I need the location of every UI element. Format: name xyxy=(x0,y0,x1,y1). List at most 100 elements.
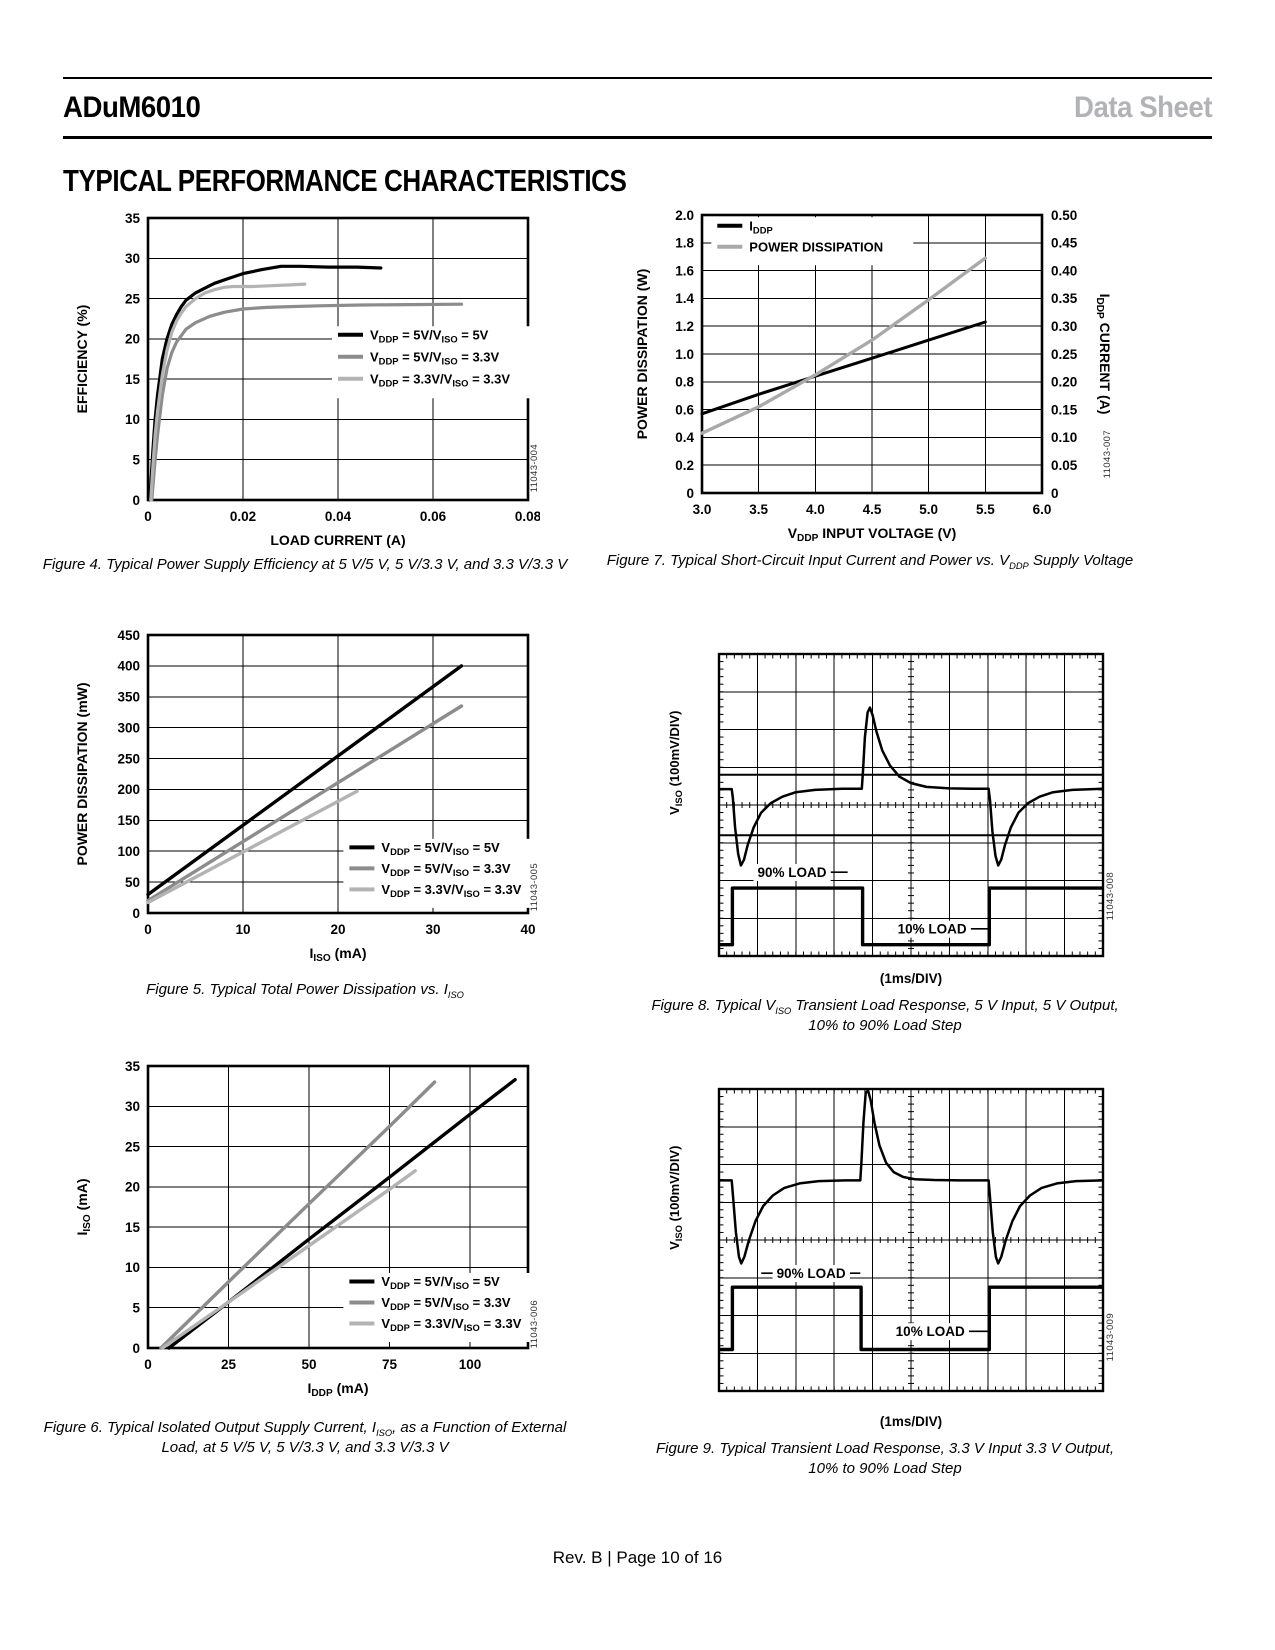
svg-text:VDDP = 3.3V/VISO = 3.3V: VDDP = 3.3V/VISO = 3.3V xyxy=(370,371,510,388)
svg-text:35: 35 xyxy=(125,212,141,226)
svg-text:15: 15 xyxy=(125,1220,141,1235)
svg-text:VDDP = 5V/VISO = 3.3V: VDDP = 5V/VISO = 3.3V xyxy=(381,861,511,878)
svg-text:0: 0 xyxy=(686,486,694,501)
figure-6-chart: 0 25 50 75 100 0 5 10 15 20 25 30 35 IDDP (mA) IISO (m… xyxy=(70,1058,540,1418)
svg-text:VISO (100mV/DIV): VISO (100mV/DIV) xyxy=(667,1146,684,1250)
svg-text:VDDP = 5V/VISO = 5V: VDDP = 5V/VISO = 5V xyxy=(381,1274,500,1291)
figure-6-code: 11043-006 xyxy=(529,1300,540,1349)
figure-9: 90% LOAD 10% LOAD (1ms/DIV) VISO (100mV/DIV… xyxy=(655,1085,1116,1479)
figure-6: 0 25 50 75 100 0 5 10 15 20 25 30 35 IDDP (mA) IISO (m… xyxy=(44,1058,567,1458)
svg-text:10% LOAD: 10% LOAD xyxy=(898,922,967,937)
svg-text:20: 20 xyxy=(125,1180,140,1195)
svg-text:0.25: 0.25 xyxy=(1051,347,1078,362)
svg-text:0.02: 0.02 xyxy=(230,509,256,524)
svg-text:100: 100 xyxy=(459,1357,482,1372)
svg-text:10% LOAD: 10% LOAD xyxy=(896,1324,965,1339)
svg-text:30: 30 xyxy=(125,251,140,266)
figure-8: 90% LOAD 10% LOAD (1ms/DIV) VISO (100mV/DIV… xyxy=(651,650,1119,1036)
svg-text:0: 0 xyxy=(144,922,152,937)
svg-text:300: 300 xyxy=(117,720,140,735)
svg-text:40: 40 xyxy=(520,922,535,937)
svg-text:POWER DISSIPATION (mW): POWER DISSIPATION (mW) xyxy=(74,682,90,865)
svg-text:15: 15 xyxy=(125,372,141,387)
svg-text:0.50: 0.50 xyxy=(1051,208,1077,223)
svg-text:90% LOAD: 90% LOAD xyxy=(777,1266,846,1281)
figure-8-code: 11043-008 xyxy=(1105,872,1116,921)
svg-text:3.0: 3.0 xyxy=(693,502,712,517)
svg-text:0: 0 xyxy=(132,493,140,508)
svg-text:90% LOAD: 90% LOAD xyxy=(757,865,826,880)
svg-text:35: 35 xyxy=(125,1059,141,1074)
svg-text:0.15: 0.15 xyxy=(1051,402,1078,417)
svg-text:20: 20 xyxy=(330,922,345,937)
svg-text:10: 10 xyxy=(125,1260,140,1275)
figure-6-caption: Figure 6. Typical Isolated Output Supply… xyxy=(43,1419,567,1456)
svg-text:10: 10 xyxy=(235,922,250,937)
svg-text:1.2: 1.2 xyxy=(675,319,694,334)
svg-text:VDDP = 5V/VISO = 5V: VDDP = 5V/VISO = 5V xyxy=(370,327,489,344)
svg-text:VDDP = 3.3V/VISO = 3.3V: VDDP = 3.3V/VISO = 3.3V xyxy=(381,882,521,899)
figure-5-chart: 0 10 20 30 40 0 50 100 150 200 250 300 350 400 450 IISO… xyxy=(70,625,540,970)
svg-text:0: 0 xyxy=(144,1357,152,1372)
figure-4-caption: Figure 4. Typical Power Supply Efficienc… xyxy=(42,556,568,573)
svg-text:IDDP CURRENT (A): IDDP CURRENT (A) xyxy=(1094,294,1110,415)
svg-text:5.5: 5.5 xyxy=(976,502,995,517)
svg-text:0.30: 0.30 xyxy=(1051,319,1077,334)
figure-8-caption: Figure 8. Typical VISO Transient Load Re… xyxy=(651,997,1119,1034)
svg-text:0.45: 0.45 xyxy=(1051,236,1078,251)
svg-text:0.06: 0.06 xyxy=(420,509,447,524)
svg-text:1.8: 1.8 xyxy=(675,236,694,251)
svg-text:IDDP (mA): IDDP (mA) xyxy=(308,1380,369,1399)
svg-text:LOAD CURRENT (A): LOAD CURRENT (A) xyxy=(270,532,405,548)
figure-9-chart: 90% LOAD 10% LOAD (1ms/DIV) VISO (100mV/DIV… xyxy=(655,1085,1115,1435)
page-footer: Rev. B | Page 10 of 16 xyxy=(552,1548,723,1567)
svg-text:1.4: 1.4 xyxy=(675,291,694,306)
svg-text:450: 450 xyxy=(117,628,140,643)
svg-text:0.8: 0.8 xyxy=(675,375,694,390)
svg-text:VISO (100mV/DIV): VISO (100mV/DIV) xyxy=(667,711,684,815)
svg-text:EFFICIENCY (%): EFFICIENCY (%) xyxy=(74,305,90,414)
figure-7-chart: 3.0 3.5 4.0 4.5 5.0 5.5 6.0 0 0.2 0.4 0.6 0.8 1.0 1.2… xyxy=(630,205,1110,545)
svg-text:50: 50 xyxy=(125,875,140,890)
svg-text:0.08: 0.08 xyxy=(515,509,540,524)
svg-text:25: 25 xyxy=(125,291,141,306)
svg-text:0: 0 xyxy=(1051,486,1059,501)
figure-4-code: 11043-004 xyxy=(529,444,540,493)
svg-text:POWER DISSIPATION (W): POWER DISSIPATION (W) xyxy=(634,269,650,440)
svg-text:0.10: 0.10 xyxy=(1051,430,1077,445)
svg-text:20: 20 xyxy=(125,332,140,347)
section-title: TYPICAL PERFORMANCE CHARACTERISTICS xyxy=(63,163,627,198)
svg-text:IISO (mA): IISO (mA) xyxy=(309,945,366,964)
svg-text:0: 0 xyxy=(132,906,140,921)
svg-text:VDDP = 3.3V/VISO = 3.3V: VDDP = 3.3V/VISO = 3.3V xyxy=(381,1316,521,1333)
svg-text:0.04: 0.04 xyxy=(325,509,352,524)
svg-text:400: 400 xyxy=(117,659,140,674)
svg-text:VDDP = 5V/VISO = 5V: VDDP = 5V/VISO = 5V xyxy=(381,840,500,857)
svg-text:50: 50 xyxy=(302,1357,317,1372)
figure-5: 0 10 20 30 40 0 50 100 150 200 250 300 350 400 450 IISO… xyxy=(70,625,540,1000)
svg-text:0: 0 xyxy=(144,509,152,524)
page-header: ADuM6010 Data Sheet xyxy=(63,77,1212,139)
svg-text:150: 150 xyxy=(117,813,140,828)
svg-text:5.0: 5.0 xyxy=(919,502,938,517)
svg-text:VDDP = 5V/VISO = 3.3V: VDDP = 5V/VISO = 3.3V xyxy=(381,1295,511,1312)
svg-text:350: 350 xyxy=(117,690,140,705)
svg-text:6.0: 6.0 xyxy=(1033,502,1052,517)
figure-4: 0 0.02 0.04 0.06 0.08 0 5 10 15 20 25 30 35 LOAD CURR… xyxy=(43,212,567,575)
svg-text:25: 25 xyxy=(221,1357,237,1372)
svg-text:75: 75 xyxy=(382,1357,398,1372)
svg-text:0.05: 0.05 xyxy=(1051,458,1078,473)
figure-9-caption: Figure 9. Typical Transient Load Respons… xyxy=(655,1440,1115,1477)
svg-text:0: 0 xyxy=(132,1341,140,1356)
svg-text:1.0: 1.0 xyxy=(675,347,694,362)
figure-4-chart: 0 0.02 0.04 0.06 0.08 0 5 10 15 20 25 30 35 LOAD CURR… xyxy=(70,212,540,552)
svg-text:(1ms/DIV): (1ms/DIV) xyxy=(880,971,942,986)
svg-text:3.5: 3.5 xyxy=(749,502,768,517)
figure-7: 3.0 3.5 4.0 4.5 5.0 5.5 6.0 0 0.2 0.4 0.6 0.8 1.0 1.2… xyxy=(607,205,1134,571)
svg-text:VDDP INPUT VOLTAGE (V): VDDP INPUT VOLTAGE (V) xyxy=(788,525,957,544)
svg-text:4.5: 4.5 xyxy=(863,502,882,517)
figure-9-code: 11043-009 xyxy=(1105,1313,1116,1362)
svg-text:1.6: 1.6 xyxy=(675,263,694,278)
svg-text:0.4: 0.4 xyxy=(675,430,694,445)
